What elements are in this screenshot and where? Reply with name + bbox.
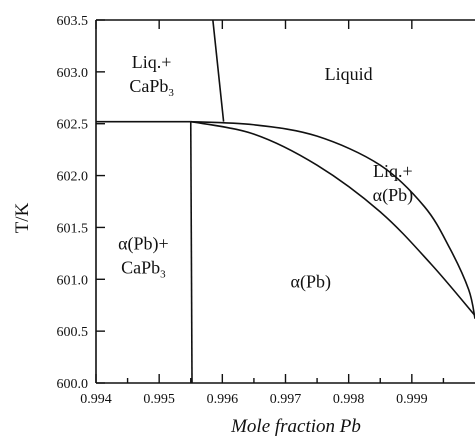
phase-boundary-alpha-Pb-solidus xyxy=(190,120,475,317)
y-tick-label: 602.5 xyxy=(57,118,89,133)
y-tick-label: 600.0 xyxy=(57,377,89,392)
y-axis-title: T/K xyxy=(12,202,33,233)
region-label-alpha: α(Pb) xyxy=(291,271,331,292)
x-tick-label: 0.996 xyxy=(207,392,239,407)
region-label-text: α(Pb) xyxy=(291,271,331,292)
region-label-liq-capb3: Liq.+ CaPb3 xyxy=(129,52,174,99)
phase-boundary-alpha-Pb-solvus xyxy=(189,121,193,384)
y-tick-label: 600.5 xyxy=(57,325,89,340)
x-tick-label: 0.998 xyxy=(333,392,365,407)
y-tick-label: 601.5 xyxy=(57,221,89,236)
x-tick-label: 0.997 xyxy=(270,392,302,407)
y-tick-label: 602.0 xyxy=(57,170,89,185)
region-label-text: α(Pb)+ xyxy=(118,233,169,254)
region-label-phase: CaPb3 xyxy=(129,76,174,99)
y-tick-label: 603.5 xyxy=(57,14,89,29)
region-label-text: Liq.+ xyxy=(132,52,172,72)
y-tick-label: 601.0 xyxy=(57,273,89,288)
region-label-liq-alpha: Liq.+ α(Pb) xyxy=(373,161,413,206)
x-tick-label: 0.995 xyxy=(143,392,175,407)
region-label-liquid: Liquid xyxy=(325,64,373,84)
x-axis-title: Mole fraction Pb xyxy=(230,416,361,437)
x-tick-label: 0.999 xyxy=(396,392,428,407)
phase-boundary-CaPb3-liquidus xyxy=(212,19,225,122)
region-label-alpha-capb3: α(Pb)+ CaPb3 xyxy=(118,233,169,280)
y-tick-label: 603.0 xyxy=(57,66,89,81)
region-label-text: Liq.+ xyxy=(373,161,413,181)
region-label-phase: α(Pb) xyxy=(373,185,413,206)
phase-boundary-alpha-Pb-liquidus xyxy=(190,120,475,319)
region-label-text: Liquid xyxy=(325,64,373,84)
region-label-phase: CaPb3 xyxy=(121,257,166,280)
x-tick-label: 0.994 xyxy=(80,392,112,407)
